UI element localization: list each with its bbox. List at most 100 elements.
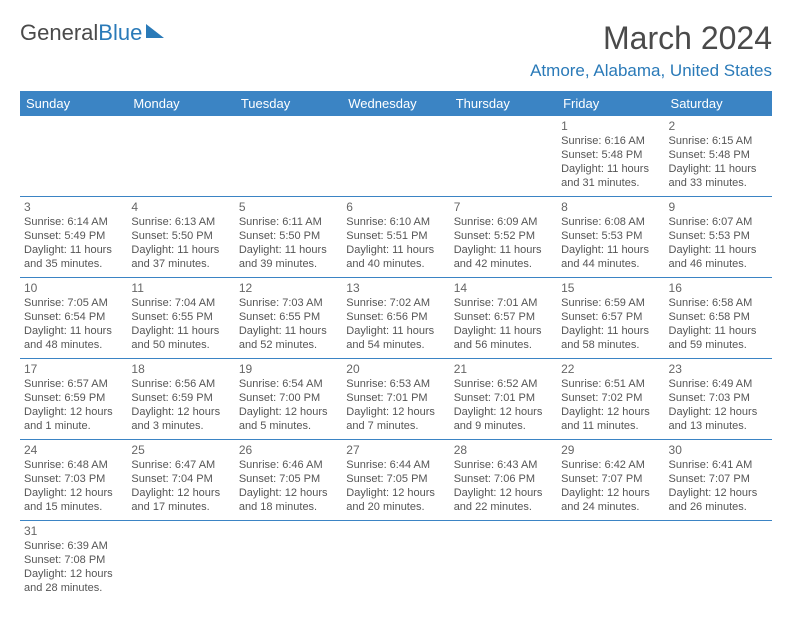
day-info: Sunrise: 6:14 AMSunset: 5:49 PMDaylight:…	[24, 215, 123, 271]
day-info: Sunrise: 6:08 AMSunset: 5:53 PMDaylight:…	[561, 215, 660, 271]
header: GeneralBlue March 2024 Atmore, Alabama, …	[20, 20, 772, 81]
day-number: 13	[346, 281, 445, 295]
day-info: Sunrise: 7:03 AMSunset: 6:55 PMDaylight:…	[239, 296, 338, 352]
calendar-cell	[342, 521, 449, 602]
day-info: Sunrise: 6:39 AMSunset: 7:08 PMDaylight:…	[24, 539, 123, 595]
day-info: Sunrise: 6:09 AMSunset: 5:52 PMDaylight:…	[454, 215, 553, 271]
calendar-cell: 28Sunrise: 6:43 AMSunset: 7:06 PMDayligh…	[450, 440, 557, 521]
weekday-header: Saturday	[665, 91, 772, 116]
day-info: Sunrise: 6:48 AMSunset: 7:03 PMDaylight:…	[24, 458, 123, 514]
day-number: 8	[561, 200, 660, 214]
day-number: 24	[24, 443, 123, 457]
day-number: 26	[239, 443, 338, 457]
calendar-cell: 25Sunrise: 6:47 AMSunset: 7:04 PMDayligh…	[127, 440, 234, 521]
calendar-cell: 16Sunrise: 6:58 AMSunset: 6:58 PMDayligh…	[665, 278, 772, 359]
calendar-cell: 2Sunrise: 6:15 AMSunset: 5:48 PMDaylight…	[665, 116, 772, 197]
day-number: 1	[561, 119, 660, 133]
calendar-cell: 18Sunrise: 6:56 AMSunset: 6:59 PMDayligh…	[127, 359, 234, 440]
day-number: 6	[346, 200, 445, 214]
day-number: 21	[454, 362, 553, 376]
calendar-cell	[450, 116, 557, 197]
day-info: Sunrise: 7:01 AMSunset: 6:57 PMDaylight:…	[454, 296, 553, 352]
day-number: 7	[454, 200, 553, 214]
calendar-cell: 12Sunrise: 7:03 AMSunset: 6:55 PMDayligh…	[235, 278, 342, 359]
location: Atmore, Alabama, United States	[530, 61, 772, 81]
day-info: Sunrise: 6:59 AMSunset: 6:57 PMDaylight:…	[561, 296, 660, 352]
day-number: 31	[24, 524, 123, 538]
day-number: 15	[561, 281, 660, 295]
month-title: March 2024	[530, 20, 772, 57]
calendar-cell: 8Sunrise: 6:08 AMSunset: 5:53 PMDaylight…	[557, 197, 664, 278]
day-info: Sunrise: 7:02 AMSunset: 6:56 PMDaylight:…	[346, 296, 445, 352]
weekday-header: Tuesday	[235, 91, 342, 116]
weekday-header: Wednesday	[342, 91, 449, 116]
calendar-cell: 22Sunrise: 6:51 AMSunset: 7:02 PMDayligh…	[557, 359, 664, 440]
logo-text-2: Blue	[98, 20, 142, 46]
calendar-cell: 6Sunrise: 6:10 AMSunset: 5:51 PMDaylight…	[342, 197, 449, 278]
day-number: 25	[131, 443, 230, 457]
calendar-cell: 9Sunrise: 6:07 AMSunset: 5:53 PMDaylight…	[665, 197, 772, 278]
day-number: 17	[24, 362, 123, 376]
calendar-table: SundayMondayTuesdayWednesdayThursdayFrid…	[20, 91, 772, 601]
logo: GeneralBlue	[20, 20, 164, 46]
calendar-cell: 30Sunrise: 6:41 AMSunset: 7:07 PMDayligh…	[665, 440, 772, 521]
day-number: 19	[239, 362, 338, 376]
calendar-cell: 20Sunrise: 6:53 AMSunset: 7:01 PMDayligh…	[342, 359, 449, 440]
calendar-row: 24Sunrise: 6:48 AMSunset: 7:03 PMDayligh…	[20, 440, 772, 521]
day-info: Sunrise: 6:49 AMSunset: 7:03 PMDaylight:…	[669, 377, 768, 433]
day-number: 11	[131, 281, 230, 295]
day-number: 27	[346, 443, 445, 457]
day-info: Sunrise: 6:15 AMSunset: 5:48 PMDaylight:…	[669, 134, 768, 190]
calendar-row: 31Sunrise: 6:39 AMSunset: 7:08 PMDayligh…	[20, 521, 772, 602]
day-info: Sunrise: 6:52 AMSunset: 7:01 PMDaylight:…	[454, 377, 553, 433]
weekday-header: Monday	[127, 91, 234, 116]
day-number: 9	[669, 200, 768, 214]
day-info: Sunrise: 6:16 AMSunset: 5:48 PMDaylight:…	[561, 134, 660, 190]
day-number: 30	[669, 443, 768, 457]
calendar-cell: 21Sunrise: 6:52 AMSunset: 7:01 PMDayligh…	[450, 359, 557, 440]
day-number: 3	[24, 200, 123, 214]
calendar-cell: 5Sunrise: 6:11 AMSunset: 5:50 PMDaylight…	[235, 197, 342, 278]
day-number: 5	[239, 200, 338, 214]
day-number: 12	[239, 281, 338, 295]
day-info: Sunrise: 6:58 AMSunset: 6:58 PMDaylight:…	[669, 296, 768, 352]
day-number: 16	[669, 281, 768, 295]
calendar-cell	[20, 116, 127, 197]
calendar-cell: 24Sunrise: 6:48 AMSunset: 7:03 PMDayligh…	[20, 440, 127, 521]
calendar-cell: 3Sunrise: 6:14 AMSunset: 5:49 PMDaylight…	[20, 197, 127, 278]
day-info: Sunrise: 6:44 AMSunset: 7:05 PMDaylight:…	[346, 458, 445, 514]
day-info: Sunrise: 6:10 AMSunset: 5:51 PMDaylight:…	[346, 215, 445, 271]
calendar-cell: 29Sunrise: 6:42 AMSunset: 7:07 PMDayligh…	[557, 440, 664, 521]
calendar-cell	[127, 521, 234, 602]
calendar-cell: 15Sunrise: 6:59 AMSunset: 6:57 PMDayligh…	[557, 278, 664, 359]
flag-icon	[146, 24, 164, 38]
day-number: 14	[454, 281, 553, 295]
day-number: 18	[131, 362, 230, 376]
day-number: 2	[669, 119, 768, 133]
calendar-cell	[127, 116, 234, 197]
day-info: Sunrise: 6:46 AMSunset: 7:05 PMDaylight:…	[239, 458, 338, 514]
calendar-cell	[557, 521, 664, 602]
day-info: Sunrise: 6:13 AMSunset: 5:50 PMDaylight:…	[131, 215, 230, 271]
day-info: Sunrise: 6:53 AMSunset: 7:01 PMDaylight:…	[346, 377, 445, 433]
day-info: Sunrise: 6:56 AMSunset: 6:59 PMDaylight:…	[131, 377, 230, 433]
calendar-cell: 11Sunrise: 7:04 AMSunset: 6:55 PMDayligh…	[127, 278, 234, 359]
calendar-row: 17Sunrise: 6:57 AMSunset: 6:59 PMDayligh…	[20, 359, 772, 440]
calendar-row: 10Sunrise: 7:05 AMSunset: 6:54 PMDayligh…	[20, 278, 772, 359]
calendar-cell: 17Sunrise: 6:57 AMSunset: 6:59 PMDayligh…	[20, 359, 127, 440]
calendar-body: 1Sunrise: 6:16 AMSunset: 5:48 PMDaylight…	[20, 116, 772, 601]
calendar-cell: 7Sunrise: 6:09 AMSunset: 5:52 PMDaylight…	[450, 197, 557, 278]
day-number: 4	[131, 200, 230, 214]
calendar-cell	[665, 521, 772, 602]
weekday-header: Sunday	[20, 91, 127, 116]
weekday-header: Friday	[557, 91, 664, 116]
day-info: Sunrise: 6:54 AMSunset: 7:00 PMDaylight:…	[239, 377, 338, 433]
day-number: 10	[24, 281, 123, 295]
day-info: Sunrise: 7:05 AMSunset: 6:54 PMDaylight:…	[24, 296, 123, 352]
day-info: Sunrise: 6:51 AMSunset: 7:02 PMDaylight:…	[561, 377, 660, 433]
calendar-cell: 27Sunrise: 6:44 AMSunset: 7:05 PMDayligh…	[342, 440, 449, 521]
day-info: Sunrise: 6:57 AMSunset: 6:59 PMDaylight:…	[24, 377, 123, 433]
calendar-row: 1Sunrise: 6:16 AMSunset: 5:48 PMDaylight…	[20, 116, 772, 197]
calendar-cell: 26Sunrise: 6:46 AMSunset: 7:05 PMDayligh…	[235, 440, 342, 521]
calendar-cell	[342, 116, 449, 197]
